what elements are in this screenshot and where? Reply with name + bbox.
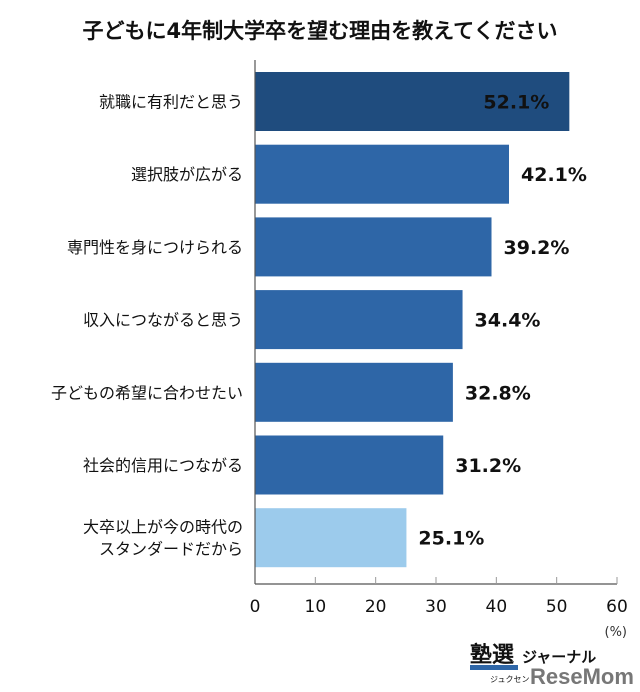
category-label: 社会的信用につながる xyxy=(83,456,243,475)
value-label: 42.1% xyxy=(521,164,587,186)
jukusen-journal-logo: 塾選 ジャーナル ジュクセン xyxy=(470,642,596,684)
bar xyxy=(255,362,453,422)
category-label: 子どもの希望に合わせたい xyxy=(51,383,243,402)
resemom-logo: ReseMom xyxy=(530,664,634,689)
tick-label: 40 xyxy=(486,597,508,617)
svg-text:ジャーナル: ジャーナル xyxy=(522,648,596,666)
bar xyxy=(255,72,570,131)
category-label: 選択肢が広がる xyxy=(131,165,243,184)
bar xyxy=(255,435,444,495)
category-label: 就職に有利だと思う xyxy=(99,93,243,112)
bar xyxy=(255,508,407,568)
category-label: 収入につながると思う xyxy=(83,311,243,330)
category-label: スタンダードだから xyxy=(99,540,243,559)
tick-label: 60 xyxy=(606,597,628,617)
tick-label: 50 xyxy=(546,597,568,617)
svg-text:ReseMom: ReseMom xyxy=(530,664,634,689)
category-label: 大卒以上が今の時代の xyxy=(83,518,243,537)
value-label: 25.1% xyxy=(418,528,484,550)
tick-label: 20 xyxy=(365,597,387,617)
chart-title: 子どもに4年制大学卒を望む理由を教えてください xyxy=(83,19,558,43)
bar xyxy=(255,144,510,204)
tick-label: 10 xyxy=(305,597,327,617)
tick-label: 30 xyxy=(425,597,447,617)
bar xyxy=(255,217,492,277)
bar xyxy=(255,290,463,350)
value-label: 39.2% xyxy=(504,237,570,259)
tick-label: 0 xyxy=(250,597,261,617)
value-label: 52.1% xyxy=(483,92,549,114)
unit-label: (%) xyxy=(605,625,628,640)
category-label: 専門性を身につけられる xyxy=(67,238,243,257)
svg-text:塾選: 塾選 xyxy=(470,642,514,668)
svg-text:ジュクセン: ジュクセン xyxy=(490,675,529,684)
value-label: 32.8% xyxy=(465,382,531,404)
value-label: 34.4% xyxy=(475,310,541,332)
value-label: 31.2% xyxy=(455,455,521,477)
